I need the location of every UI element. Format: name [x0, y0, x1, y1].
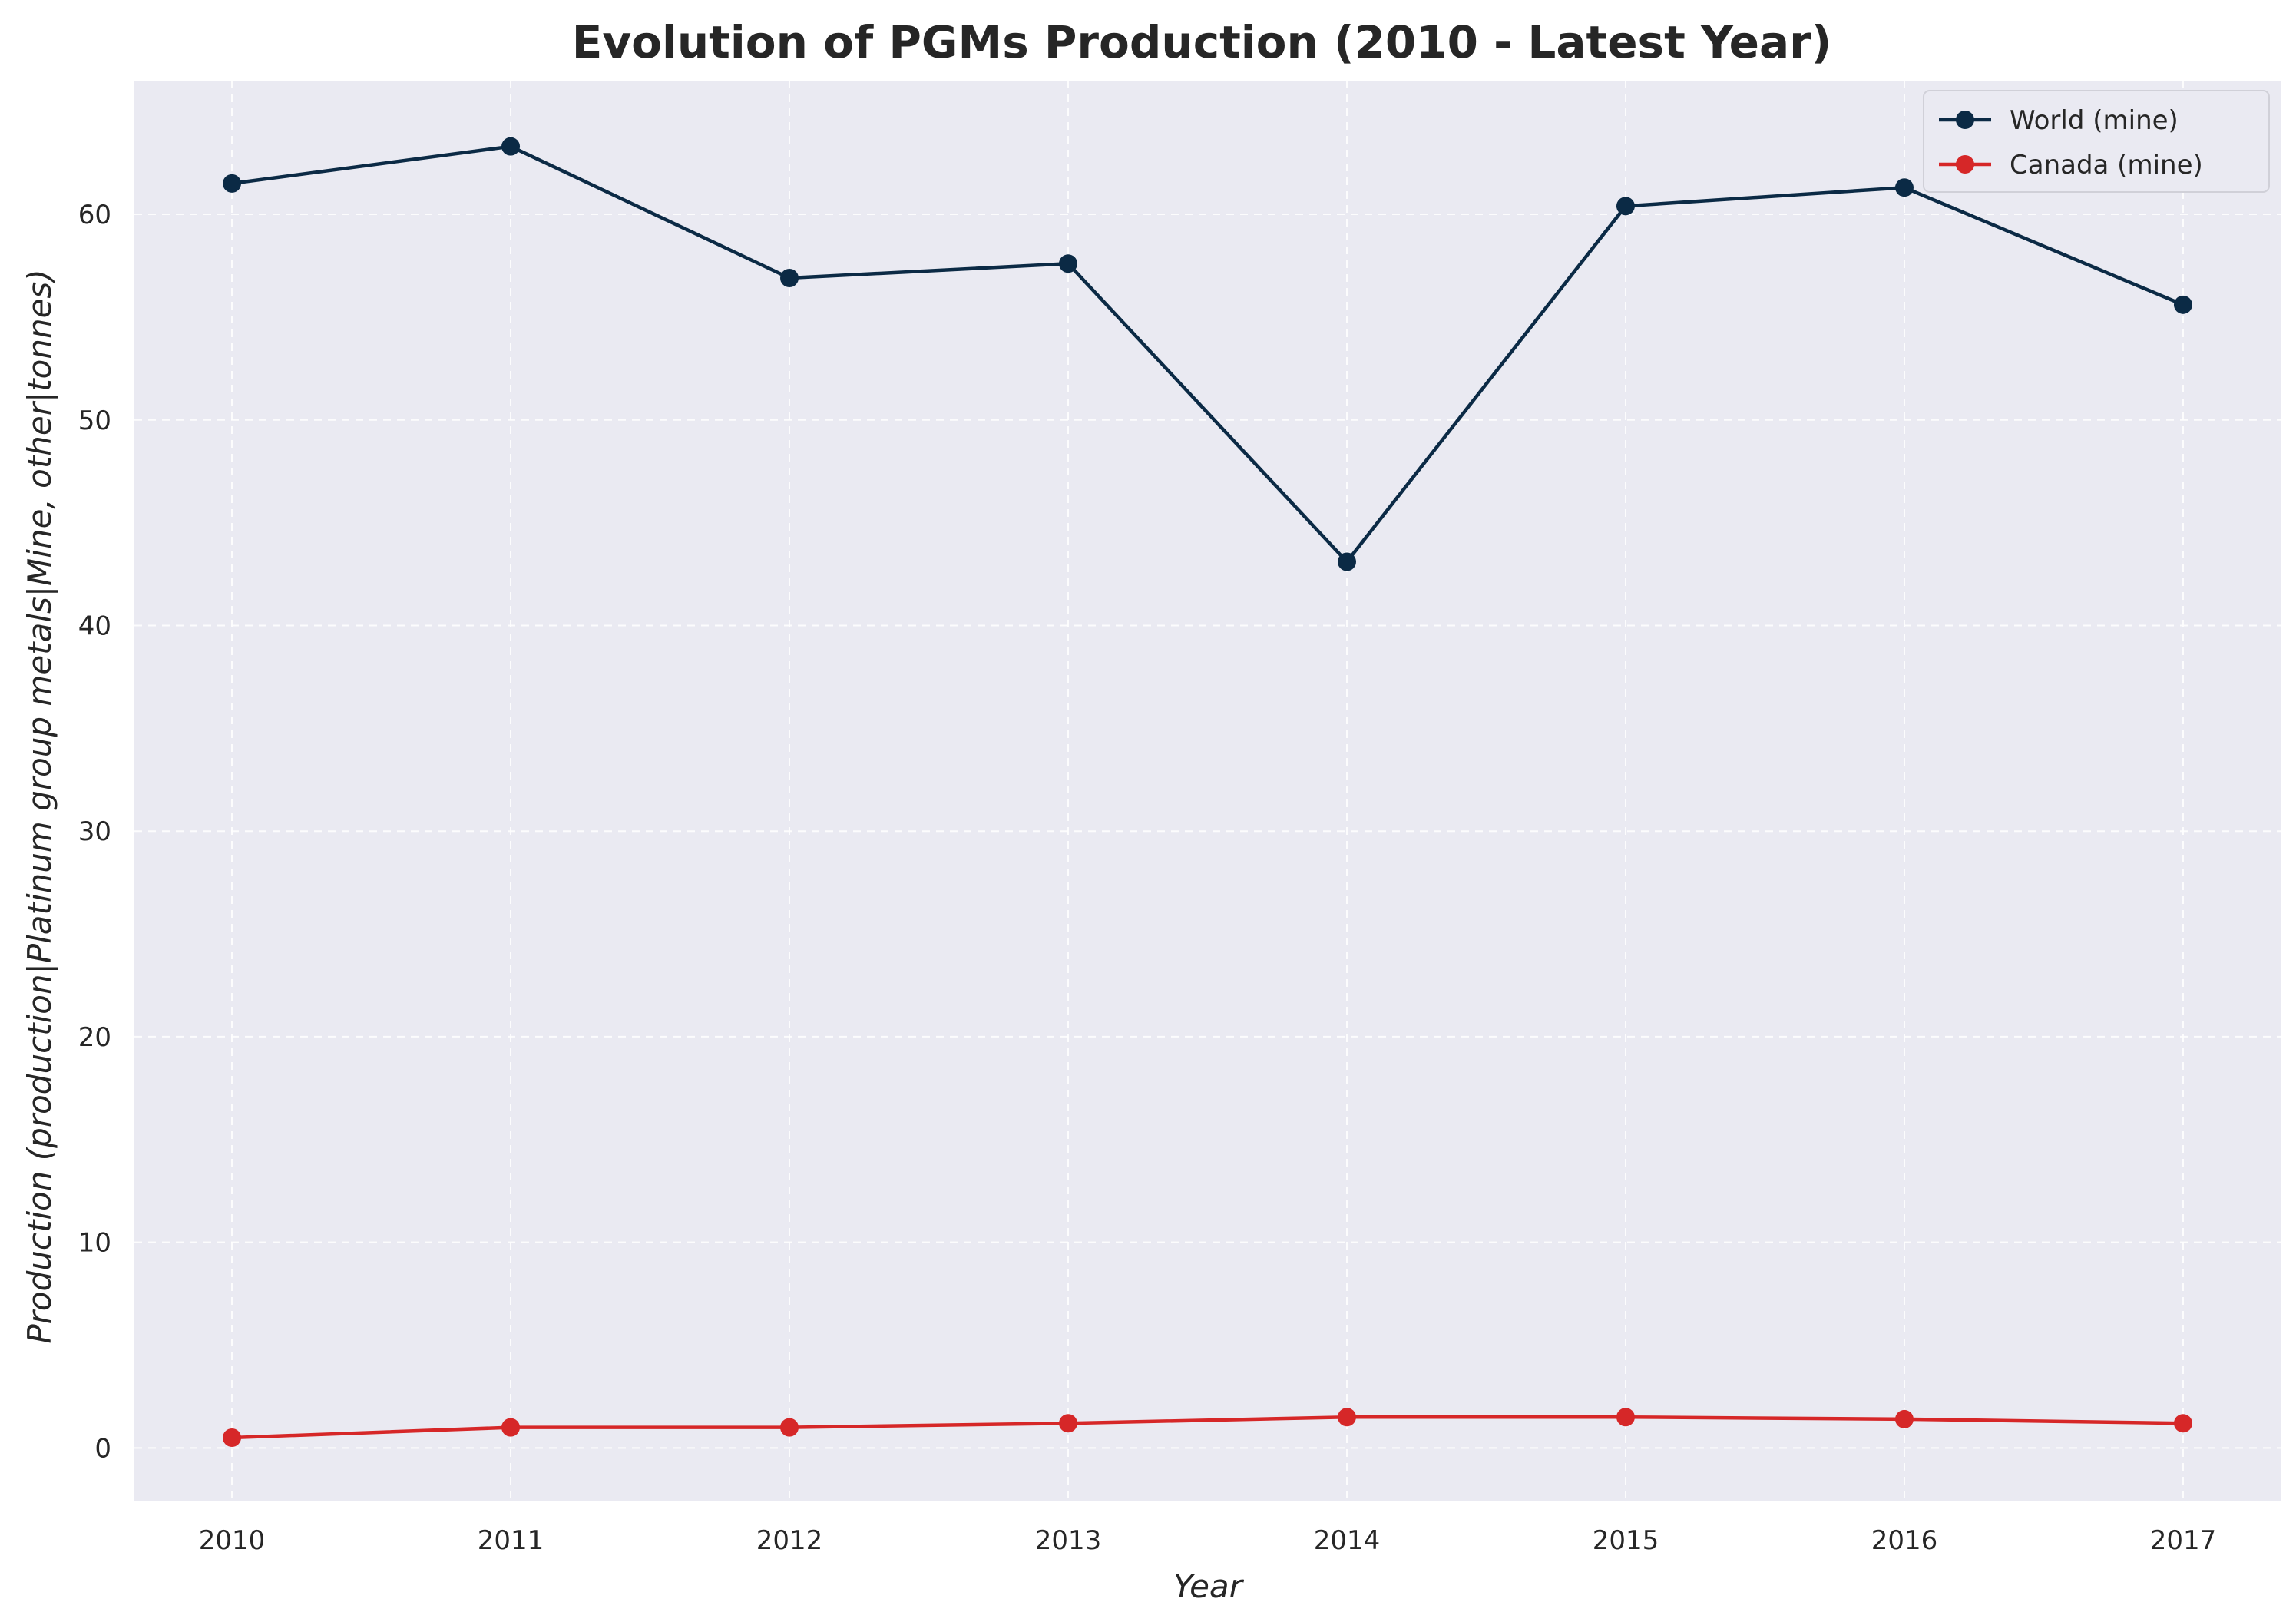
- x-tick-label: 2017: [2150, 1525, 2217, 1556]
- data-point: [780, 1418, 799, 1437]
- x-tick-label: 2015: [1593, 1525, 1659, 1556]
- data-point: [1337, 1408, 1356, 1427]
- x-tick-label: 2014: [1314, 1525, 1381, 1556]
- y-tick-label: 50: [78, 406, 111, 436]
- data-point: [1059, 1414, 1078, 1433]
- y-tick-label: 0: [94, 1433, 111, 1464]
- data-point: [1616, 197, 1635, 216]
- y-tick-label: 60: [78, 200, 111, 230]
- y-axis-label: Production (production|Platinum group me…: [21, 269, 58, 1343]
- legend-swatch-marker: [1956, 155, 1974, 174]
- legend-swatch-marker: [1956, 111, 1974, 129]
- x-tick-label: 2013: [1035, 1525, 1102, 1556]
- data-point: [1616, 1408, 1635, 1427]
- legend: World (mine) Canada (mine): [1923, 90, 2270, 193]
- y-tick-label: 30: [78, 816, 111, 847]
- x-tick-label: 2010: [199, 1525, 266, 1556]
- data-point: [2173, 1414, 2192, 1433]
- legend-label: World (mine): [2010, 105, 2179, 136]
- data-point: [1059, 254, 1078, 273]
- series-line: [231, 1415, 2183, 1440]
- ticks-layer: 2010 2011 2012 2013 2014 2015 2016 2017 0 10 20 30 4…: [78, 200, 2216, 1556]
- legend-box: [1923, 90, 2270, 193]
- x-axis-label: Year: [1173, 1567, 1245, 1605]
- data-point: [2173, 295, 2192, 314]
- legend-label: Canada (mine): [2010, 150, 2203, 180]
- data-point: [1894, 1409, 1914, 1428]
- data-point: [780, 269, 799, 288]
- data-point: [223, 1428, 242, 1448]
- x-tick-label: 2011: [478, 1525, 544, 1556]
- y-tick-label: 10: [78, 1228, 111, 1259]
- data-point: [1894, 178, 1914, 197]
- x-tick-label: 2012: [756, 1525, 823, 1556]
- y-tick-label: 20: [78, 1022, 111, 1053]
- chart-title: Evolution of PGMs Production (2010 - Lat…: [572, 16, 1832, 68]
- data-point: [501, 1418, 521, 1437]
- data-point: [501, 137, 521, 156]
- data-point: [223, 174, 242, 193]
- x-tick-label: 2016: [1871, 1525, 1938, 1556]
- plot-area: [134, 81, 2281, 1501]
- y-tick-label: 40: [78, 611, 111, 641]
- series-layer: [223, 137, 2192, 1448]
- data-point: [1337, 552, 1356, 571]
- series-line: [231, 144, 2184, 564]
- grid: [134, 81, 2281, 1501]
